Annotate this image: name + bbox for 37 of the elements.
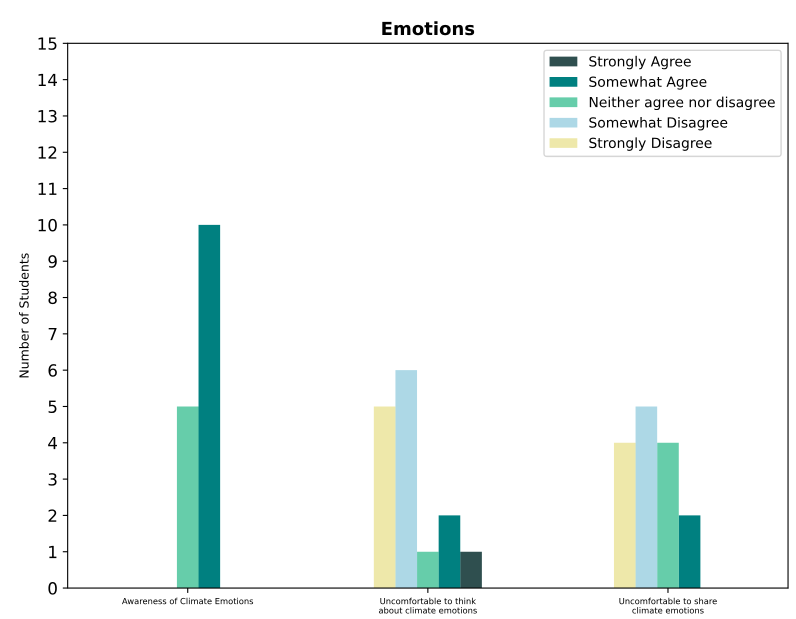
bar <box>395 370 418 588</box>
x-tick-label: Awareness of Climate Emotions <box>122 598 254 604</box>
bar <box>678 515 700 588</box>
legend-label: Strongly Agree <box>589 56 691 70</box>
y-tick-label: 8 <box>48 291 57 304</box>
y-tick-label: 0 <box>48 582 57 595</box>
y-tick-label: 2 <box>48 509 56 522</box>
legend-label: Somewhat Agree <box>589 76 706 90</box>
y-tick-label: 12 <box>38 146 56 159</box>
y-tick-label: 4 <box>48 436 58 450</box>
y-tick-label: 6 <box>48 364 57 377</box>
bar <box>460 552 482 588</box>
y-tick-label: 15 <box>38 38 56 50</box>
y-tick-label: 10 <box>38 218 57 232</box>
x-tick-label: Uncomfortable to think about climate emotions <box>378 598 477 614</box>
legend-label: Strongly Disagree <box>589 137 712 151</box>
y-tick-label: 11 <box>38 182 56 195</box>
y-tick-label: 3 <box>48 473 57 486</box>
legend-label: Somewhat Disagree <box>589 116 728 130</box>
y-tick-label: 5 <box>48 400 56 414</box>
bar <box>417 552 439 588</box>
bar <box>614 442 636 588</box>
bar <box>374 406 396 588</box>
x-tick-label: Uncomfortable to share climate emotions <box>619 598 717 614</box>
y-tick-label: 1 <box>49 546 56 558</box>
y-tick-label: 9 <box>48 255 57 268</box>
y-tick-label: 13 <box>38 110 57 123</box>
y-tick-label: 14 <box>38 74 58 86</box>
bar <box>657 442 679 588</box>
y-tick-label: 7 <box>48 328 57 340</box>
chart-title: Emotions <box>382 21 474 36</box>
bar <box>438 515 460 588</box>
bar <box>636 406 658 588</box>
y-axis-title: Number of Students <box>19 253 29 378</box>
legend-label: Neither agree nor disagree <box>590 96 775 110</box>
bar <box>176 406 199 588</box>
bar <box>198 224 220 588</box>
